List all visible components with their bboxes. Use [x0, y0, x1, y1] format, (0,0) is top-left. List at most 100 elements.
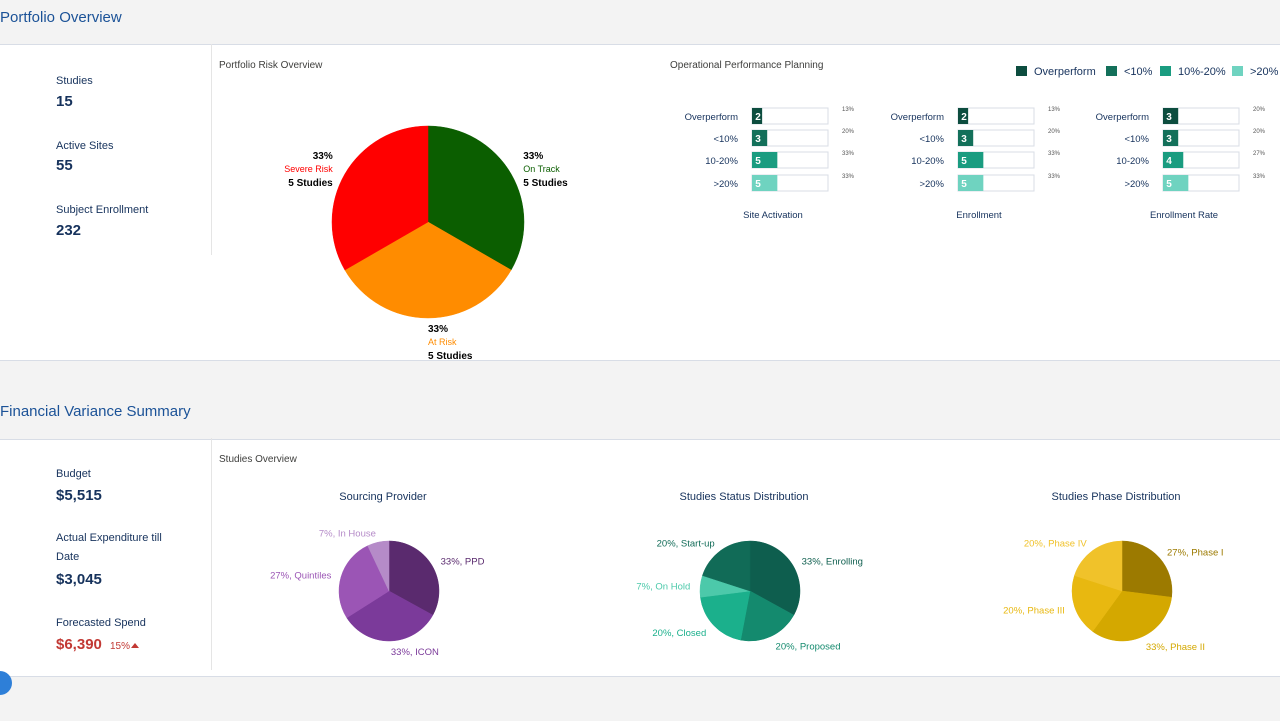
- bar: [958, 152, 984, 168]
- pie-value-label: 20%, Proposed: [776, 641, 841, 652]
- group-title: Site Activation: [743, 210, 803, 221]
- pie-value-label: 20%, Phase III: [1003, 606, 1065, 617]
- row-label: Overperform: [1096, 112, 1149, 123]
- pie-slice: [338, 545, 390, 619]
- pie-slice-name: Severe Risk: [284, 164, 333, 174]
- legend-swatch: [1232, 66, 1243, 76]
- pie-value-label: 33%, PPD: [441, 556, 485, 567]
- pie-value-label: 27%, Phase I: [1167, 547, 1224, 558]
- row-label: >20%: [713, 179, 738, 190]
- metric-value: $5,515: [56, 487, 102, 504]
- pie-slice-name: At Risk: [428, 337, 457, 347]
- bar: [1163, 152, 1184, 168]
- pie-slice: [749, 540, 801, 616]
- metric-label: Budget: [56, 468, 91, 480]
- divider: [211, 44, 212, 255]
- pie-count-label: 5 Studies: [523, 178, 568, 189]
- footer-band: [0, 676, 1280, 721]
- metric-label: Subject Enrollment: [56, 204, 149, 216]
- panel-title: Operational Performance Planning: [670, 60, 824, 71]
- bar-value: 5: [961, 179, 967, 190]
- share-label: 20%: [1253, 129, 1266, 135]
- bar-value: 2: [755, 112, 761, 123]
- metric-label: Active Sites: [56, 140, 114, 152]
- bar-value: 5: [755, 156, 761, 167]
- bar: [958, 175, 984, 191]
- bar: [1163, 108, 1179, 124]
- share-label: 33%: [1048, 174, 1061, 180]
- pie-slice: [1092, 590, 1172, 642]
- pie-slice: [700, 590, 751, 641]
- pie-slice-name: On Track: [523, 164, 560, 174]
- bar: [752, 130, 768, 146]
- legend-swatch: [1106, 66, 1117, 76]
- panel-title: Portfolio Risk Overview: [219, 60, 323, 71]
- bar: [958, 108, 969, 124]
- share-label: 20%: [1048, 129, 1061, 135]
- divider: [211, 438, 212, 670]
- bar-value: 3: [1166, 134, 1172, 145]
- pie-value-label: 27%, Quintiles: [270, 570, 332, 581]
- pie-value-label: 7%, In House: [319, 528, 376, 539]
- bar: [1163, 130, 1179, 146]
- pie-value-label: 33%, ICON: [391, 647, 439, 658]
- row-label: <10%: [1124, 134, 1149, 145]
- bar-track: [957, 107, 1035, 125]
- bar-value: 3: [1166, 112, 1172, 123]
- pie-slice: [367, 540, 390, 592]
- share-label: 33%: [842, 174, 855, 180]
- pie-slice: [1071, 575, 1123, 632]
- pie-value-label: 20%, Phase IV: [1024, 538, 1088, 549]
- bar: [752, 152, 778, 168]
- legend-label: <10%: [1124, 66, 1153, 78]
- pie-value-label: 33%: [313, 151, 333, 162]
- pie-value-label: 33%: [428, 324, 448, 335]
- pie-count-label: 5 Studies: [428, 351, 473, 362]
- legend-label: >20%: [1250, 66, 1279, 78]
- pie-slice: [740, 590, 795, 642]
- chart-title: Studies Phase Distribution: [1051, 491, 1180, 503]
- bar: [958, 130, 974, 146]
- bar-value: 5: [1166, 179, 1172, 190]
- bar-value: 4: [1166, 156, 1172, 167]
- section-band: [0, 360, 1280, 440]
- pie-slice: [702, 540, 751, 592]
- row-label: <10%: [919, 134, 944, 145]
- row-label: Overperform: [891, 112, 944, 123]
- metric-value: $3,045: [56, 571, 102, 588]
- metric-label: Actual Expenditure till Date: [56, 532, 162, 563]
- bar: [1163, 175, 1189, 191]
- pie-value-label: 7%, On Hold: [636, 581, 690, 592]
- pie-value-label: 33%, Enrolling: [802, 556, 863, 567]
- legend-swatch: [1016, 66, 1027, 76]
- panel-title: Studies Overview: [219, 454, 297, 465]
- legend-label: 10%-20%: [1178, 66, 1226, 78]
- pie-slice: [346, 590, 434, 642]
- metric-value: 15: [56, 93, 73, 110]
- row-label: Overperform: [685, 112, 738, 123]
- group-title: Enrollment Rate: [1150, 210, 1218, 221]
- change-indicator: 15%: [110, 641, 140, 652]
- share-label: 13%: [1048, 107, 1061, 113]
- bar-value: 2: [961, 112, 967, 123]
- change-value: 15%: [110, 641, 131, 652]
- row-label: <10%: [713, 134, 738, 145]
- bar-value: 3: [755, 134, 761, 145]
- section-title: Portfolio Overview: [0, 9, 122, 26]
- metric-value: 232: [56, 222, 82, 239]
- share-label: 13%: [842, 107, 855, 113]
- bar-track: [751, 107, 829, 125]
- header-band: [0, 0, 1280, 45]
- row-label: 10-20%: [705, 156, 738, 167]
- metric-label: Studies: [56, 75, 93, 87]
- chart-title: Studies Status Distribution: [679, 491, 808, 503]
- legend-swatch: [1160, 66, 1171, 76]
- share-label: 27%: [1253, 151, 1266, 157]
- pie-value-label: 33%, Phase II: [1146, 642, 1205, 653]
- share-label: 20%: [842, 129, 855, 135]
- pie-value-label: 20%, Start-up: [657, 538, 715, 549]
- help-button[interactable]: [0, 671, 12, 695]
- metric-value: $6,390: [56, 636, 102, 653]
- bar: [752, 108, 763, 124]
